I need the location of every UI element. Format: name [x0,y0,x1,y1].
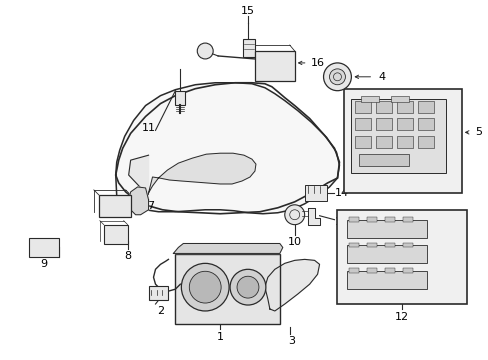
Bar [366,243,376,247]
Bar [304,185,326,201]
Bar [351,99,445,173]
Bar [417,136,433,148]
Text: 7: 7 [147,201,154,211]
Text: 5: 5 [474,127,481,138]
Bar [254,51,294,81]
Bar [355,136,370,148]
Text: 2: 2 [157,306,163,316]
Circle shape [197,43,213,59]
Bar [175,255,279,324]
Text: 6: 6 [439,157,446,167]
Bar [366,268,376,273]
Circle shape [323,63,351,91]
Circle shape [189,271,221,303]
Bar [349,268,359,273]
Bar [355,118,370,130]
Bar [385,217,394,222]
Polygon shape [145,153,255,200]
Bar [396,118,412,130]
Text: 10: 10 [287,237,301,247]
Bar [29,238,59,257]
Text: 1: 1 [216,332,223,342]
Text: 13: 13 [334,217,348,227]
Polygon shape [128,155,148,200]
Text: 11: 11 [141,123,155,134]
Bar [344,89,461,193]
Text: 14: 14 [334,188,348,198]
Polygon shape [173,243,282,253]
Circle shape [237,276,258,298]
Bar [337,210,466,304]
Bar [375,118,391,130]
Bar [359,154,408,166]
Bar [349,217,359,222]
Bar [346,271,426,289]
Bar [175,91,185,105]
Text: 12: 12 [394,312,408,322]
Text: 15: 15 [241,6,254,16]
Bar [396,136,412,148]
Text: 3: 3 [287,336,295,346]
Text: 4: 4 [378,72,385,82]
Bar [385,268,394,273]
Circle shape [329,69,345,85]
Bar [243,39,254,57]
Bar [361,96,379,102]
Bar [148,286,168,300]
Bar [375,136,391,148]
Bar [385,243,394,247]
Bar [396,100,412,113]
FancyBboxPatch shape [103,225,127,244]
Text: 9: 9 [41,259,48,269]
Bar [417,118,433,130]
Text: 8: 8 [124,251,131,261]
Polygon shape [307,208,319,225]
Bar [402,217,412,222]
Bar [355,100,370,113]
Polygon shape [264,260,319,311]
Polygon shape [116,83,339,214]
Circle shape [181,264,228,311]
Polygon shape [128,187,148,215]
Bar [375,100,391,113]
Bar [402,243,412,247]
FancyBboxPatch shape [99,195,130,217]
Bar [346,246,426,264]
Circle shape [230,269,265,305]
Bar [349,243,359,247]
Bar [417,100,433,113]
Bar [390,96,408,102]
Bar [346,220,426,238]
Bar [366,217,376,222]
Circle shape [284,205,304,225]
Bar [402,268,412,273]
Text: 16: 16 [310,58,324,68]
